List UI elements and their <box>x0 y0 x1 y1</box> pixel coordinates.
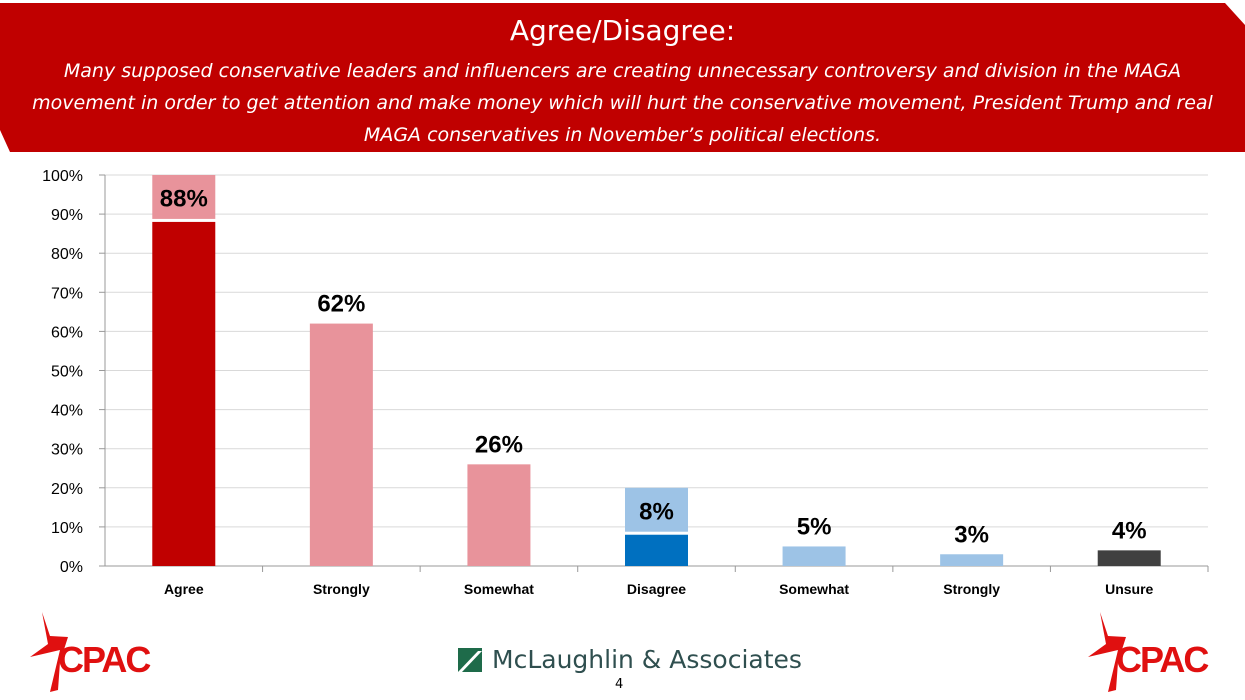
bar-agree <box>152 221 216 567</box>
bar-unsure <box>1097 550 1161 566</box>
bar-strongly <box>940 554 1004 566</box>
bar-disagree <box>625 534 688 566</box>
header-banner: Agree/Disagree: Many supposed conservati… <box>0 0 1245 155</box>
y-tick-label: 80% <box>51 246 83 263</box>
data-label: 5% <box>797 513 832 540</box>
y-tick-label: 20% <box>51 481 83 498</box>
bar-chart: 0% 10% 20% 30% 40% 50% 60% 70% 80% 90% 100% 88% Agre… <box>42 168 1209 597</box>
y-tick-label: 0% <box>60 559 83 576</box>
y-tick-label: 70% <box>51 285 83 302</box>
slide-subtitle: Many supposed conservative leaders and i… <box>32 60 1213 146</box>
pollster-logo: McLaughlin & Associates <box>458 645 802 674</box>
y-tick-label: 10% <box>51 520 83 537</box>
y-tick-label: 40% <box>51 403 83 420</box>
x-tick-label: Somewhat <box>464 581 534 597</box>
cpac-logo-text: CPAC <box>1116 639 1209 680</box>
data-label: 62% <box>317 291 365 318</box>
data-label-box <box>625 487 688 532</box>
data-label: 4% <box>1112 517 1147 544</box>
cpac-logo-text: CPAC <box>58 639 151 680</box>
y-tick-label: 50% <box>51 364 83 381</box>
page-number: 4 <box>615 677 624 692</box>
cpac-logo-right: CPAC <box>1088 612 1211 692</box>
x-tick-label: Disagree <box>627 581 686 597</box>
data-label: 8% <box>639 498 674 525</box>
data-label-box <box>152 175 216 219</box>
bar-somewhat <box>782 546 846 566</box>
slide-title: Agree/Disagree: <box>509 14 736 47</box>
data-label: 3% <box>954 521 989 548</box>
bar-somewhat <box>467 464 531 566</box>
x-tick-label: Unsure <box>1105 581 1153 597</box>
y-tick-label: 90% <box>51 207 83 224</box>
y-tick-label: 100% <box>42 168 83 185</box>
x-tick-label: Strongly <box>943 581 1000 597</box>
data-label: 26% <box>475 431 523 458</box>
data-label: 88% <box>160 185 208 212</box>
y-tick-label: 30% <box>51 442 83 459</box>
x-tick-label: Agree <box>164 581 204 597</box>
y-tick-label: 60% <box>51 324 83 341</box>
x-tick-label: Strongly <box>313 581 370 597</box>
x-tick-label: Somewhat <box>779 581 849 597</box>
pollster-name: McLaughlin & Associates <box>492 645 802 674</box>
cpac-logo-left: CPAC <box>30 612 153 692</box>
bar-strongly <box>309 323 373 566</box>
banner-shape <box>0 3 1245 152</box>
pollster-logo-icon <box>458 647 482 672</box>
